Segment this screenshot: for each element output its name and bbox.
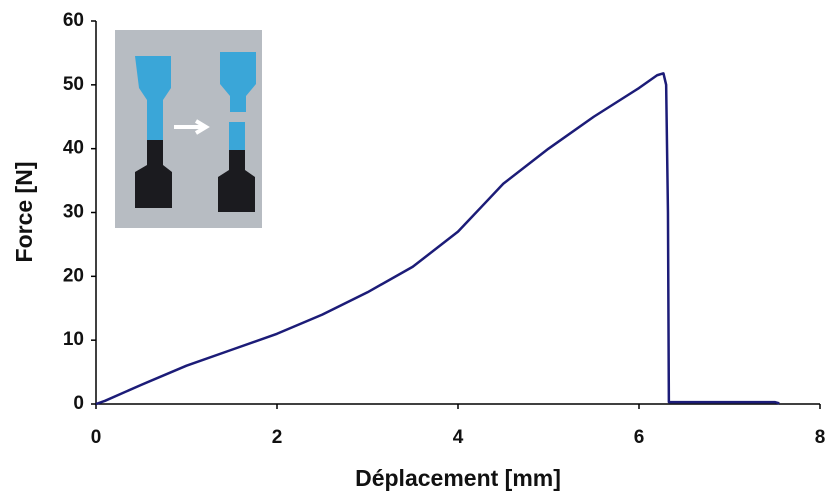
- y-tick-label: 20: [63, 265, 84, 286]
- x-axis-title: Déplacement [mm]: [355, 465, 561, 491]
- x-tick-label: 6: [634, 427, 645, 448]
- data-line: [95, 72, 780, 406]
- y-tick-label: 0: [73, 393, 84, 414]
- x-tick-label: 2: [272, 427, 283, 448]
- specimen-blue-broken: [220, 52, 256, 112]
- x-tick-label: 8: [815, 427, 826, 448]
- y-tick-label: 40: [63, 138, 84, 159]
- y-tick-label: 50: [63, 74, 84, 95]
- x-tick-label: 4: [453, 427, 464, 448]
- arrow: [174, 119, 210, 135]
- y-tick-label: 60: [63, 10, 84, 31]
- specimen-blue: [135, 56, 171, 140]
- y-axis-title: Force [N]: [11, 162, 37, 263]
- y-tick-label: 10: [63, 329, 84, 350]
- specimen-black-2: [218, 150, 255, 212]
- inset-photo: [115, 30, 262, 228]
- specimen-blue-stub: [229, 122, 245, 150]
- specimen-black: [135, 140, 172, 208]
- y-tick-label: 30: [63, 202, 84, 223]
- x-tick-label: 0: [91, 427, 102, 448]
